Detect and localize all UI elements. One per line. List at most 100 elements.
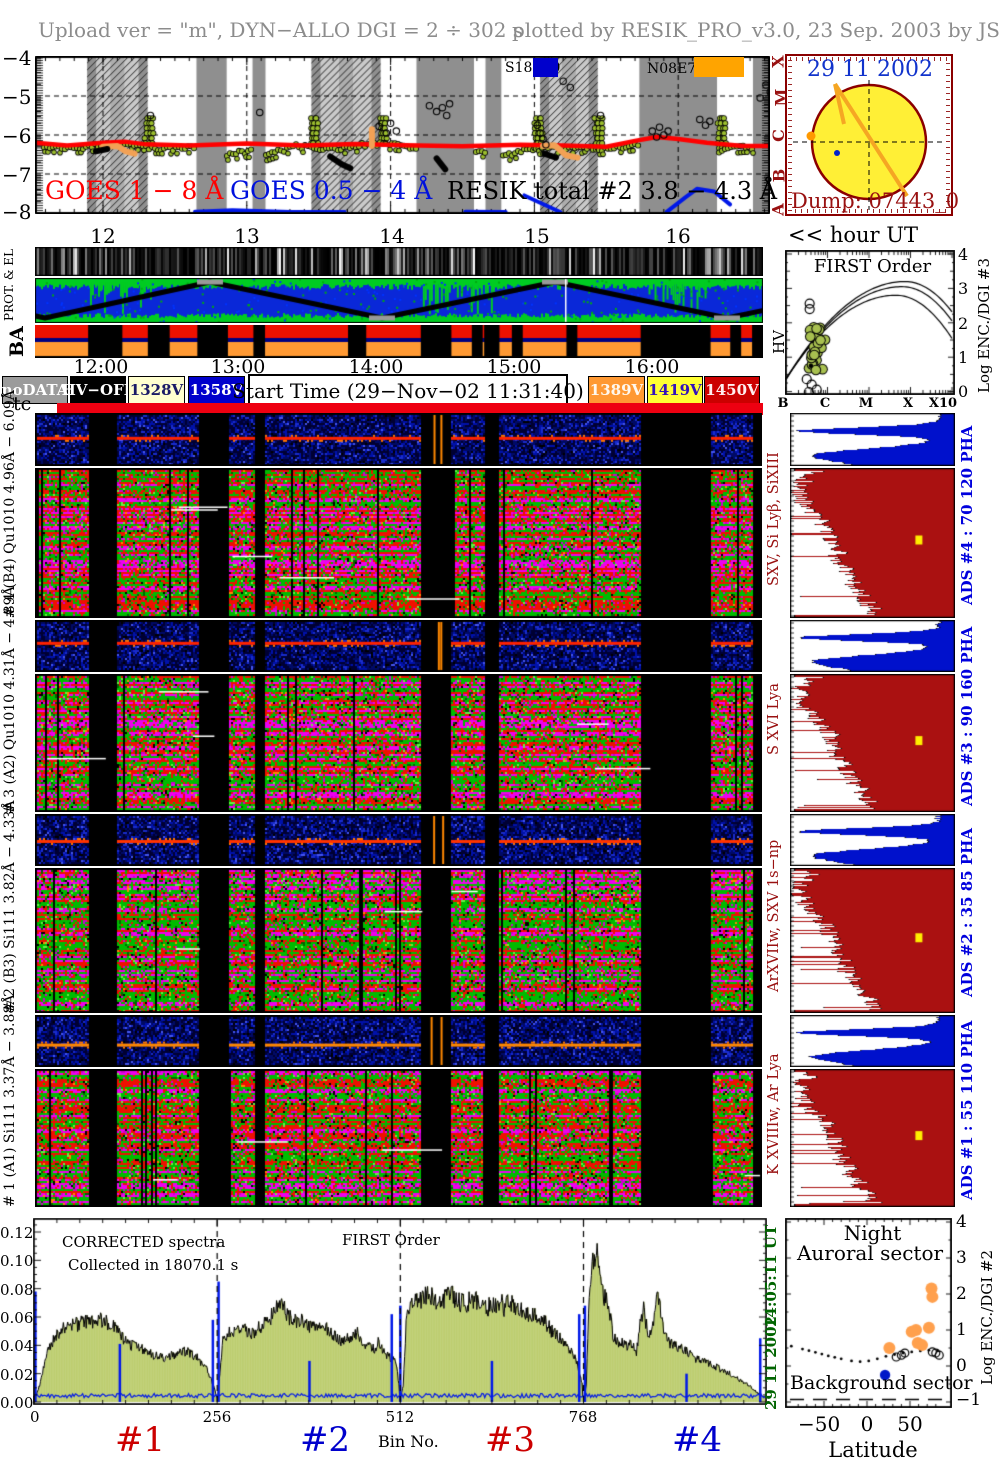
flare-annotation-n08e77: N08E77	[647, 61, 706, 77]
legend-label: noDATA	[1, 381, 69, 399]
night-ytick: 2	[956, 1284, 967, 1304]
goes-ytick: −4	[2, 46, 32, 70]
fo-xtick: B	[777, 396, 789, 411]
goes-xtick: 13	[234, 224, 260, 248]
ads-histogram-2	[790, 868, 955, 1013]
legend-label: HV−OFF	[61, 381, 135, 399]
fo-ylabel: Log ENC./DGI #3	[975, 257, 993, 393]
night-ytick: 4	[956, 1212, 967, 1232]
channel1-spectrogram	[35, 1069, 762, 1207]
night-xtick: 0	[860, 1412, 874, 1436]
ads1-label: ADS #1 : 55 110 PHA	[958, 1020, 976, 1200]
segment-label-3: #3	[484, 1420, 536, 1460]
ads3-label: ADS #3 : 90 160 PHA	[958, 626, 976, 806]
first-order-scatter	[785, 250, 955, 395]
legend-label: 1358V	[189, 381, 244, 399]
header-plot-credit: plotted by RESIK_PRO_v3.0, 23 Sep. 2003 …	[512, 18, 1000, 42]
sp-ytick: 0.00	[0, 1394, 34, 1412]
tc-label: tc	[13, 393, 32, 415]
channel4-line-label: SXV, Si Lyβ, SiXIII	[766, 452, 782, 586]
night-xtick: 50	[897, 1412, 923, 1436]
night-ytick: −1	[956, 1390, 982, 1410]
corrected-spectrum-plot	[33, 1218, 767, 1405]
sp-ytick: 0.02	[0, 1366, 34, 1384]
ads-histogram-3	[790, 674, 955, 812]
sun-border-ticks	[788, 57, 950, 213]
goes-ytick: −5	[2, 85, 32, 109]
goes-ytick: −6	[2, 124, 32, 148]
blue-dot	[834, 150, 840, 156]
time-tick: 16:00	[624, 356, 680, 378]
channel1-axis-label: # 1 (A1) Si111 3.37Å − 3.88Å	[2, 994, 18, 1207]
scan-arrow-line	[833, 82, 909, 198]
fo-xtick: C	[819, 396, 831, 411]
legend-1358v: 1358V	[188, 376, 245, 404]
segment-label-4: #4	[671, 1420, 723, 1460]
sp-xtick: 0	[30, 1408, 40, 1426]
sp-xtick: 768	[568, 1408, 598, 1426]
night-ytick: 1	[956, 1320, 967, 1340]
sun-disk-panel	[785, 54, 953, 216]
channel2-line-label: ArXVIIw, SXV 1s−np	[766, 839, 782, 992]
particle-grayscale-strip	[35, 247, 763, 276]
segment-label-1: #1	[114, 1420, 166, 1460]
legend-1450v: 1450V	[704, 376, 760, 404]
sp-ytick: 0.08	[0, 1281, 34, 1299]
fo-ytick: 1	[958, 348, 969, 367]
fo-ytick: 0	[958, 382, 969, 401]
latitude-label: Latitude	[828, 1438, 918, 1462]
legend-label: 1389V	[589, 381, 644, 399]
sp-ytick: 0.06	[0, 1309, 34, 1327]
channel3-line-label: S XVI Lya	[766, 683, 782, 755]
legend-1328v: 1328V	[128, 376, 185, 404]
legend-nodata: noDATA	[2, 376, 68, 404]
goes-long-label: GOES 1 − 8 Å	[45, 176, 224, 205]
channel4-spectrogram	[35, 468, 762, 618]
ads4-label: ADS #4 : 70 120 PHA	[958, 425, 976, 606]
goes-xtick: 14	[379, 224, 405, 248]
pha-histogram-4	[790, 413, 955, 466]
legend-label: 1450V	[705, 381, 759, 399]
spectrum-note3: FIRST Order	[342, 1231, 440, 1249]
tc-bar	[57, 403, 763, 415]
background-sector-label: Background sector	[790, 1372, 973, 1394]
spectrum-note2: Collected in 18070.1 s	[68, 1256, 239, 1274]
hour-ut-note: << hour UT	[788, 223, 918, 247]
night-ylabel: Log ENC./DGI #2	[978, 1249, 996, 1385]
ads2-label: ADS #2 : 35 85 PHA	[958, 828, 976, 997]
time-tick: 12:00	[73, 356, 129, 378]
time-tick: 14:00	[348, 356, 404, 378]
night-ytick: 0	[956, 1356, 967, 1376]
resik-total-label: RESIK total #2 3.8 − 4.3 Å	[447, 177, 778, 205]
fo-ytick: 4	[958, 245, 969, 264]
channel1-line-spectrogram	[35, 1015, 762, 1067]
first-order-title: FIRST Order	[813, 256, 932, 277]
legend-1389v: 1389V	[588, 376, 645, 404]
side-date: 29 11 2002	[762, 1316, 780, 1410]
fo-xtick: X10	[928, 396, 958, 411]
start-time-box: Start Time (29−Nov−02 11:31:40)	[232, 374, 584, 408]
channel2-line-spectrogram	[35, 814, 762, 866]
legend-hv-off: HV−OFF	[62, 376, 134, 404]
night-title-1: Night	[843, 1221, 902, 1245]
legend-label: 1328V	[129, 381, 184, 399]
goes-resik-flux-plot	[35, 56, 770, 214]
sp-ytick: 0.10	[0, 1252, 34, 1270]
time-tick: 15:00	[486, 356, 542, 378]
prot-el-strip	[35, 278, 763, 323]
fo-ytick: 3	[958, 279, 969, 298]
channel1-line-label: K XVIIIw, Ar Lya	[766, 1053, 782, 1175]
segment-label-2: #2	[299, 1420, 351, 1460]
bin-no-label: Bin No.	[378, 1432, 439, 1451]
time-tick: 13:00	[210, 356, 266, 378]
goes-ytick: −7	[2, 163, 32, 187]
sp-ytick: 0.04	[0, 1337, 34, 1355]
sp-ytick: 0.12	[0, 1224, 34, 1242]
legend-1419v: 1419V	[647, 376, 703, 404]
channel3-line-spectrogram	[35, 620, 762, 672]
channel3-axis-label: # 3 (A2) Qu1010 4.31Å − 4.89Å	[2, 586, 18, 814]
pha-histogram-2	[790, 814, 955, 866]
spectrum-note1: CORRECTED spectra	[62, 1233, 226, 1251]
channel2-axis-label: # 2 (B3) Si111 3.82Å − 4.33Å	[2, 800, 18, 1013]
fo-xtick: X	[902, 396, 914, 411]
